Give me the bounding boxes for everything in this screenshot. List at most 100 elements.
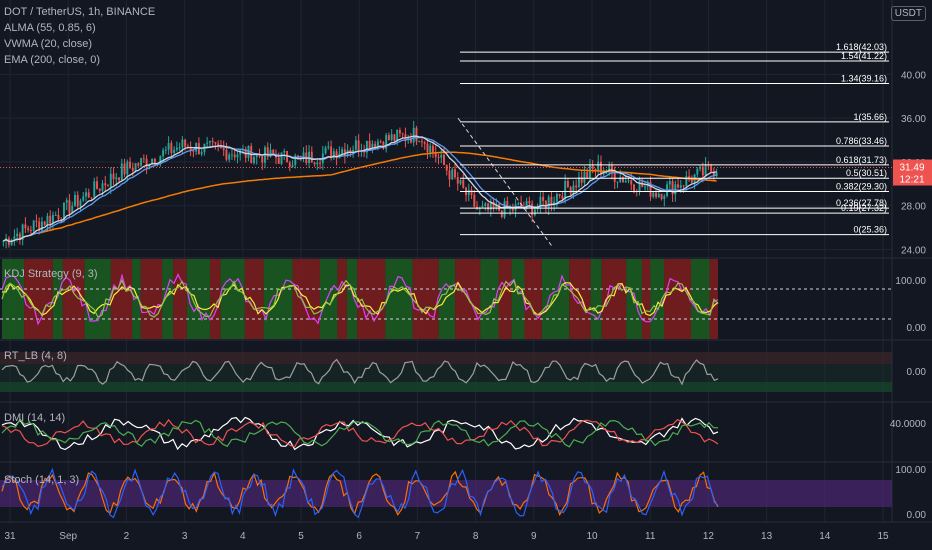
candle-body [558, 194, 561, 196]
x-tick-label: 13 [761, 531, 773, 542]
candle-body [701, 166, 704, 176]
stoch-pane-label[interactable]: Stoch (14, 1, 3) [4, 474, 80, 486]
candle-body [175, 147, 178, 150]
dmi-minus-line [1, 418, 719, 448]
kdj-k-line [1, 278, 719, 318]
candle-body [679, 185, 682, 188]
candle-body [208, 140, 211, 143]
x-tick-label: Sep [59, 531, 77, 542]
kdj-zone [498, 259, 512, 339]
candle-body [467, 189, 470, 196]
candle-body [454, 169, 456, 178]
candle-body [644, 186, 646, 188]
dmi-pane-label[interactable]: DMI (14, 14) [4, 412, 66, 424]
candle-body [699, 166, 702, 169]
candle-body [40, 221, 43, 231]
x-tick-label: 9 [531, 531, 537, 542]
stoch-k-line [1, 467, 719, 519]
kdj-zone [438, 259, 456, 339]
candle-body [365, 140, 368, 153]
candle-body [46, 215, 49, 225]
currency-badge[interactable]: USDT [890, 6, 926, 21]
legend-symbol[interactable]: DOT / TetherUS, 1h, BINANCE [4, 6, 156, 18]
dmi-adx-line [1, 416, 719, 451]
kdj-zone [641, 259, 651, 339]
y-tick-label: 36.00 [901, 114, 926, 125]
kdj-zone [511, 259, 525, 339]
candle-body [68, 200, 71, 214]
candle-body [627, 180, 630, 182]
kdj-zone [664, 259, 692, 339]
candle-body [184, 139, 187, 147]
candle-body [462, 180, 465, 188]
candle-body [332, 151, 335, 159]
candle-body [415, 127, 418, 142]
candle-body [222, 148, 225, 150]
y-tick-label: 28.00 [901, 202, 926, 213]
kdj-zone [337, 259, 347, 339]
candle-body [261, 156, 264, 163]
candle-body [2, 240, 5, 242]
rsi-pane-label[interactable]: RT_LB (4, 8) [4, 350, 67, 362]
candle-body [481, 205, 484, 208]
legend-alma[interactable]: ALMA (55, 0.85, 6) [4, 22, 96, 34]
candle-body [459, 180, 462, 184]
candle-body [167, 143, 170, 150]
candle-body [605, 172, 608, 174]
candle-body [420, 141, 423, 143]
candle-body [517, 203, 520, 205]
x-tick-label: 11 [645, 531, 656, 542]
candle-body [385, 135, 388, 149]
candle-body [324, 147, 327, 154]
candle-body [503, 201, 506, 217]
candle-body [170, 143, 173, 153]
candle-body [396, 130, 399, 141]
fib-level-label: 1.34(39.16) [841, 74, 887, 84]
stoch-d-line [1, 470, 719, 517]
candle-body [418, 141, 421, 143]
price-badge-countdown: 12:21 [899, 175, 924, 186]
x-tick-label: 8 [473, 531, 479, 542]
candle-body [569, 186, 572, 194]
kdj-tick-label: 100.00 [895, 276, 926, 287]
candle-body [649, 181, 652, 197]
candle-body [445, 165, 448, 171]
candle-body [374, 143, 377, 149]
candle-body [24, 224, 27, 229]
candle-body [192, 150, 195, 152]
candle-body [520, 203, 523, 209]
candle-body [151, 158, 154, 165]
candle-body [104, 183, 107, 186]
candle-body [76, 194, 79, 207]
candle-body [712, 171, 715, 176]
candle-body [316, 162, 319, 165]
legend-vwma[interactable]: VWMA (20, close) [4, 38, 93, 50]
candle-body [247, 145, 250, 158]
candle-body [437, 156, 440, 158]
candle-body [633, 184, 635, 192]
candle-body [423, 142, 426, 144]
candle-body [230, 154, 233, 156]
kdj-zone [52, 259, 63, 339]
candle-body [51, 215, 54, 224]
candle-body [613, 172, 616, 182]
candle-body [266, 147, 269, 157]
candle-body [335, 151, 338, 159]
candle-body [79, 200, 82, 207]
rsi-upper-band [0, 352, 892, 364]
candle-body [715, 172, 718, 176]
price-badge-value: 31.49 [899, 163, 924, 174]
candle-body [487, 203, 490, 210]
candle-body [371, 143, 374, 150]
candle-body [577, 177, 580, 188]
candle-body [13, 236, 16, 242]
candle-body [586, 172, 589, 178]
candle-body [35, 220, 38, 222]
candle-body [591, 165, 594, 170]
kdj-pane-label[interactable]: KDJ Strategy (9, 3) [4, 268, 98, 280]
candle-body [432, 145, 434, 153]
legend-ema[interactable]: EMA (200, close, 0) [4, 54, 100, 66]
candle-body [528, 200, 531, 204]
candle-body [283, 150, 286, 153]
